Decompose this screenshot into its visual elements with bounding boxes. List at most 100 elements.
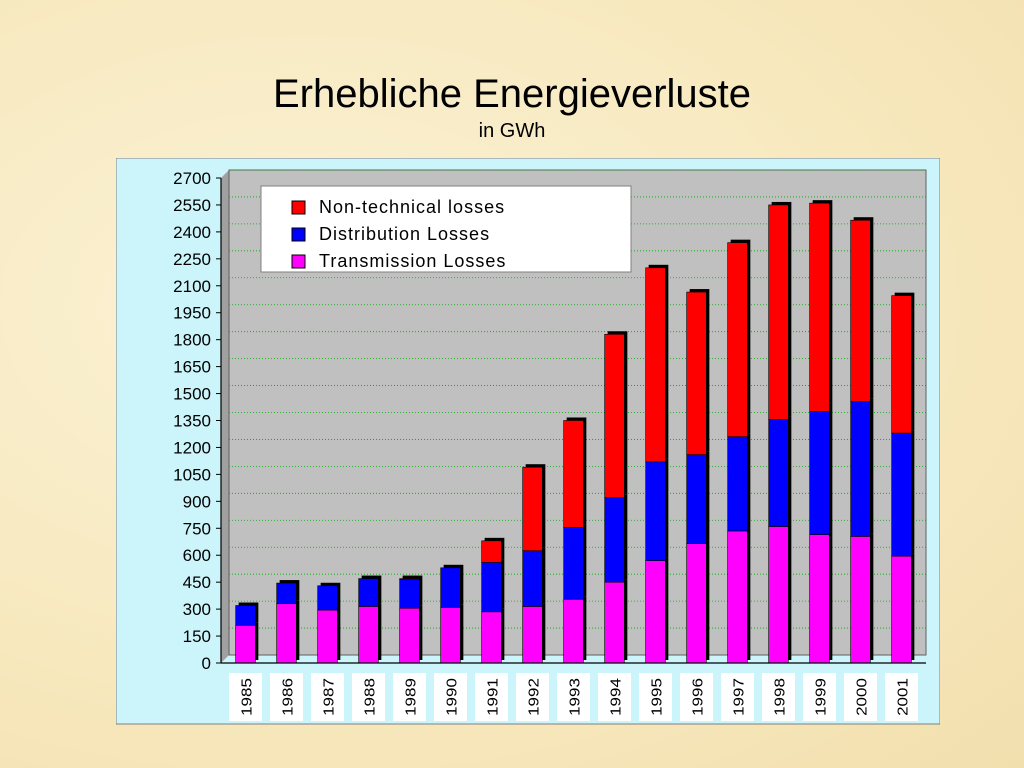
x-tick-label: 2000 xyxy=(855,678,871,716)
x-tick-label: 1997 xyxy=(732,678,748,716)
y-tick-label: 1950 xyxy=(173,304,211,323)
x-tick-label: 1993 xyxy=(568,678,584,716)
y-tick-label: 900 xyxy=(183,492,211,511)
bar-segment-transmission-losses-1987 xyxy=(317,609,338,664)
bar-segment-distribution-losses-1998 xyxy=(768,419,789,527)
bar-segment-transmission-losses-1989 xyxy=(399,607,420,664)
x-label-box xyxy=(721,673,754,721)
slide-title: Erhebliche Energieverluste xyxy=(272,72,752,116)
bar-segment-distribution-losses-1987 xyxy=(317,585,338,611)
y-tick-label: 2700 xyxy=(173,169,211,188)
bar-shadow xyxy=(402,575,423,577)
bar-segment-distribution-losses-1990 xyxy=(440,567,461,608)
x-tick-label: 1994 xyxy=(609,678,625,716)
x-label-box xyxy=(475,673,508,721)
x-tick-label: 1991 xyxy=(486,678,502,716)
x-label-box xyxy=(557,673,590,721)
y-tick-label: 1350 xyxy=(173,412,211,431)
x-tick-label: 1988 xyxy=(363,678,379,716)
x-tick-label: 1990 xyxy=(445,678,461,716)
x-tick-label: 1985 xyxy=(240,678,256,716)
x-label-box xyxy=(803,673,836,721)
y-tick-label: 150 xyxy=(183,627,211,646)
bar-segment-non-technical-losses-1996 xyxy=(686,291,707,455)
y-tick-label: 450 xyxy=(183,573,211,592)
bar-segment-non-technical-losses-1997 xyxy=(727,242,748,437)
y-tick-label: 1050 xyxy=(173,465,211,484)
legend-swatch xyxy=(291,254,306,269)
legend-box xyxy=(260,185,632,273)
y-tick-label: 1800 xyxy=(173,331,211,350)
x-label-box xyxy=(311,673,344,721)
bar-segment-non-technical-losses-1999 xyxy=(809,202,830,412)
bar-segment-transmission-losses-1996 xyxy=(686,543,707,664)
x-tick-label: 1989 xyxy=(404,678,420,716)
x-label-box xyxy=(229,673,262,721)
bar-segment-transmission-losses-2000 xyxy=(850,536,871,664)
bar-segment-non-technical-losses-2000 xyxy=(850,219,871,402)
x-tick-label: 1986 xyxy=(281,678,297,716)
bar-segment-distribution-losses-2000 xyxy=(850,401,871,537)
stacked-bar-chart: 0 150 300 450 600 750 900 1050 1200 1350 1500 1650 1… xyxy=(116,158,940,725)
bar-segment-transmission-losses-1986 xyxy=(276,603,297,664)
y-tick-label: 2550 xyxy=(173,196,211,215)
x-tick-label: 1987 xyxy=(322,678,338,716)
x-label-box xyxy=(680,673,713,721)
x-label-box xyxy=(270,673,303,721)
x-tick-label: 1995 xyxy=(650,678,666,716)
x-label-box xyxy=(352,673,385,721)
bar-segment-transmission-losses-1998 xyxy=(768,526,789,664)
bar-segment-distribution-losses-1991 xyxy=(481,562,502,613)
x-label-box xyxy=(639,673,672,721)
x-tick-label: 1999 xyxy=(814,678,830,716)
bar-segment-distribution-losses-1997 xyxy=(727,436,748,532)
y-tick-label: 2100 xyxy=(173,277,211,296)
bar-segment-transmission-losses-2001 xyxy=(891,555,912,664)
x-tick-label: 1998 xyxy=(773,678,789,716)
bar-segment-transmission-losses-1995 xyxy=(645,560,666,664)
bar-segment-distribution-losses-1986 xyxy=(276,582,297,605)
y-tick-label: 750 xyxy=(183,519,211,538)
y-tick-label: 1500 xyxy=(173,385,211,404)
bar-segment-transmission-losses-1994 xyxy=(604,581,625,664)
x-tick-label: 2001 xyxy=(896,678,912,716)
x-label-box xyxy=(393,673,426,721)
bar-segment-non-technical-losses-1993 xyxy=(563,420,584,528)
bar-segment-distribution-losses-1985 xyxy=(235,605,256,626)
x-label-box xyxy=(516,673,549,721)
bar-segment-distribution-losses-1992 xyxy=(522,550,543,607)
legend-swatch xyxy=(291,200,306,215)
bar-segment-transmission-losses-1992 xyxy=(522,606,543,664)
legend-swatch xyxy=(291,227,306,242)
bar-segment-transmission-losses-1999 xyxy=(809,534,830,664)
legend-label: Non-technical losses xyxy=(319,197,505,217)
y-tick-label: 600 xyxy=(183,546,211,565)
x-label-box xyxy=(885,673,918,721)
bar-segment-distribution-losses-1994 xyxy=(604,497,625,583)
x-label-box xyxy=(434,673,467,721)
bar-segment-distribution-losses-1995 xyxy=(645,461,666,561)
bar-segment-distribution-losses-1989 xyxy=(399,579,420,609)
x-tick-label: 1992 xyxy=(527,678,543,716)
bar-segment-transmission-losses-1988 xyxy=(358,606,379,664)
bar-segment-distribution-losses-1996 xyxy=(686,454,707,544)
bar-segment-distribution-losses-1988 xyxy=(358,578,379,607)
legend-label: Distribution Losses xyxy=(319,224,490,244)
x-tick-label: 1996 xyxy=(691,678,707,716)
bar-segment-transmission-losses-1997 xyxy=(727,530,748,664)
bar-segment-transmission-losses-1993 xyxy=(563,598,584,664)
x-label-box xyxy=(844,673,877,721)
y-tick-label: 1650 xyxy=(173,358,211,377)
x-label-box xyxy=(762,673,795,721)
y-tick-label: 2250 xyxy=(173,250,211,269)
y-tick-label: 2400 xyxy=(173,223,211,242)
bar-segment-non-technical-losses-1992 xyxy=(522,466,543,552)
bar-segment-non-technical-losses-1989 xyxy=(399,578,420,580)
y-tick-label: 1200 xyxy=(173,438,211,457)
bar-segment-transmission-losses-1991 xyxy=(481,611,502,664)
bar-segment-distribution-losses-2001 xyxy=(891,432,912,557)
bar-segment-non-technical-losses-1994 xyxy=(604,333,625,499)
bar-segment-non-technical-losses-1995 xyxy=(645,267,666,463)
bar-segment-transmission-losses-1985 xyxy=(235,624,256,664)
bar-segment-non-technical-losses-1991 xyxy=(481,540,502,563)
